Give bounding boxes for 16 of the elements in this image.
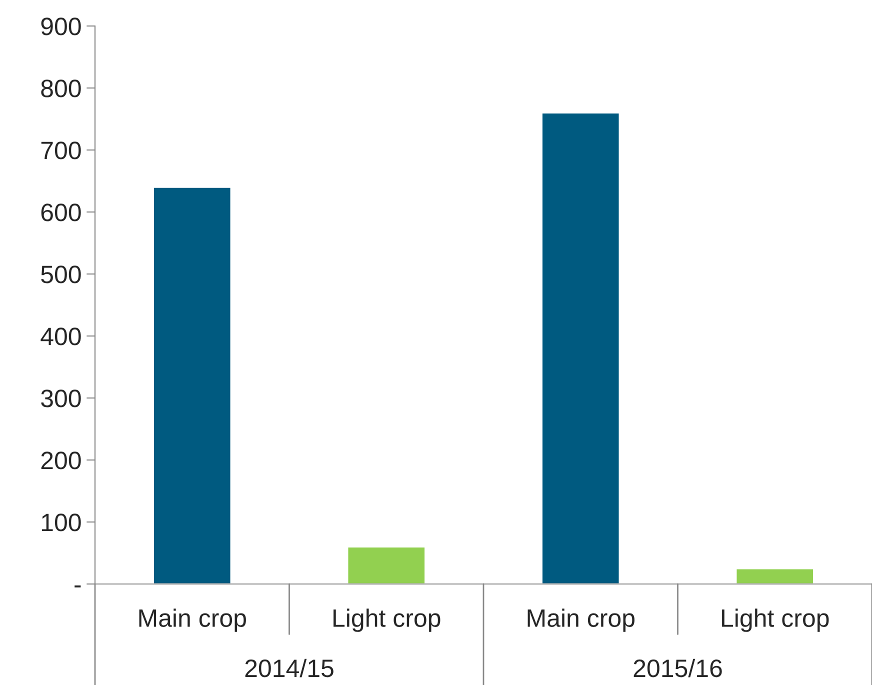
x-tick-label: Main crop	[528, 608, 634, 632]
text: 2014/15	[245, 658, 334, 678]
y-tick-label: 800	[41, 80, 81, 98]
y-tick-label: 200	[41, 452, 81, 470]
x-tick-label: Light crop	[722, 608, 829, 632]
x-tick-label: Light crop	[334, 608, 440, 632]
x-tick-label: Main crop	[139, 608, 246, 632]
y-tick-label: -	[74, 585, 81, 588]
text: 2015/16	[634, 658, 722, 678]
y-tick-label: 500	[41, 266, 81, 284]
y-tick-label: 700	[41, 142, 81, 160]
y-tick-label: 100	[42, 514, 81, 532]
y-tick-label: 600	[41, 204, 81, 222]
y-tick-label: 900	[41, 18, 81, 36]
y-tick-label: 400	[40, 328, 81, 346]
y-tick-label: 300	[41, 390, 81, 408]
